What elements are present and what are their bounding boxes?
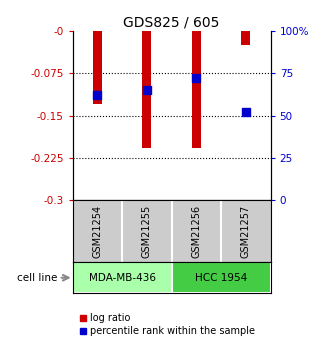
Point <box>243 109 248 115</box>
Point <box>194 76 199 81</box>
Bar <box>172 262 271 293</box>
Bar <box>73 262 172 293</box>
Bar <box>142 31 151 148</box>
Bar <box>93 31 102 104</box>
Text: GSM21257: GSM21257 <box>241 205 251 258</box>
Point <box>144 87 149 93</box>
Bar <box>241 31 250 45</box>
Text: cell line: cell line <box>17 273 58 283</box>
Text: GSM21256: GSM21256 <box>191 205 201 258</box>
Point <box>95 92 100 98</box>
Legend: log ratio, percentile rank within the sample: log ratio, percentile rank within the sa… <box>76 309 259 340</box>
Bar <box>192 31 201 148</box>
Text: HCC 1954: HCC 1954 <box>195 273 247 283</box>
Title: GDS825 / 605: GDS825 / 605 <box>123 16 220 30</box>
Text: MDA-MB-436: MDA-MB-436 <box>88 273 156 283</box>
Text: GSM21254: GSM21254 <box>92 205 102 258</box>
Text: GSM21255: GSM21255 <box>142 205 152 258</box>
